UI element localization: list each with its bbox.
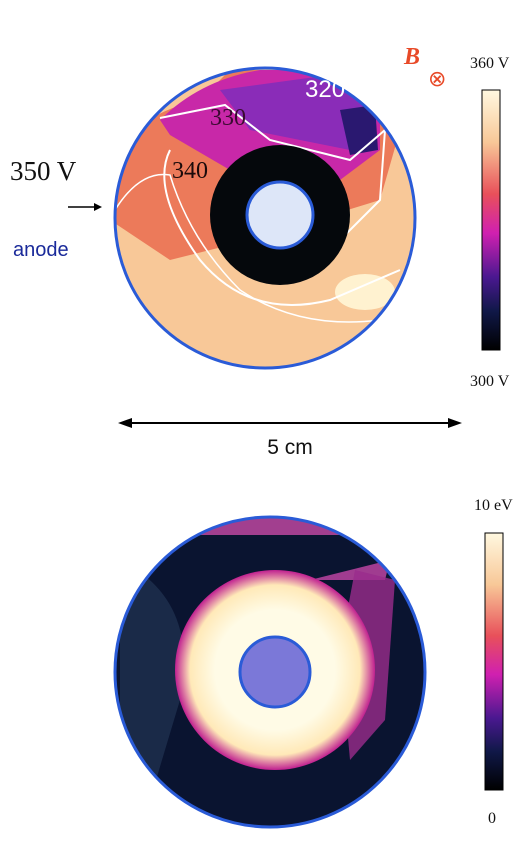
- field-symbol: ⊗: [428, 66, 446, 91]
- field-label: B: [403, 44, 420, 70]
- contour-label: 320: [305, 76, 345, 103]
- colorbar-max: 10 eV: [474, 497, 513, 514]
- colorbar-min: 300 V: [470, 373, 510, 390]
- colorbar-max: 360 V: [470, 55, 510, 72]
- anode-potential: 350 V: [10, 156, 77, 186]
- colorbar-min: 0: [488, 810, 496, 827]
- center-pole: [240, 637, 310, 707]
- figure: 320 330 340 B ⊗ 350 V anode 360 V 300 V …: [0, 0, 527, 866]
- colorbar: [485, 533, 503, 790]
- colorbar: [482, 90, 500, 350]
- contour-label: 340: [172, 158, 208, 184]
- contour-label: 330: [210, 105, 246, 131]
- scale-label: 5 cm: [267, 436, 313, 459]
- arrow-head: [94, 203, 102, 211]
- anode-label: anode: [13, 239, 69, 261]
- center-pole: [247, 182, 313, 248]
